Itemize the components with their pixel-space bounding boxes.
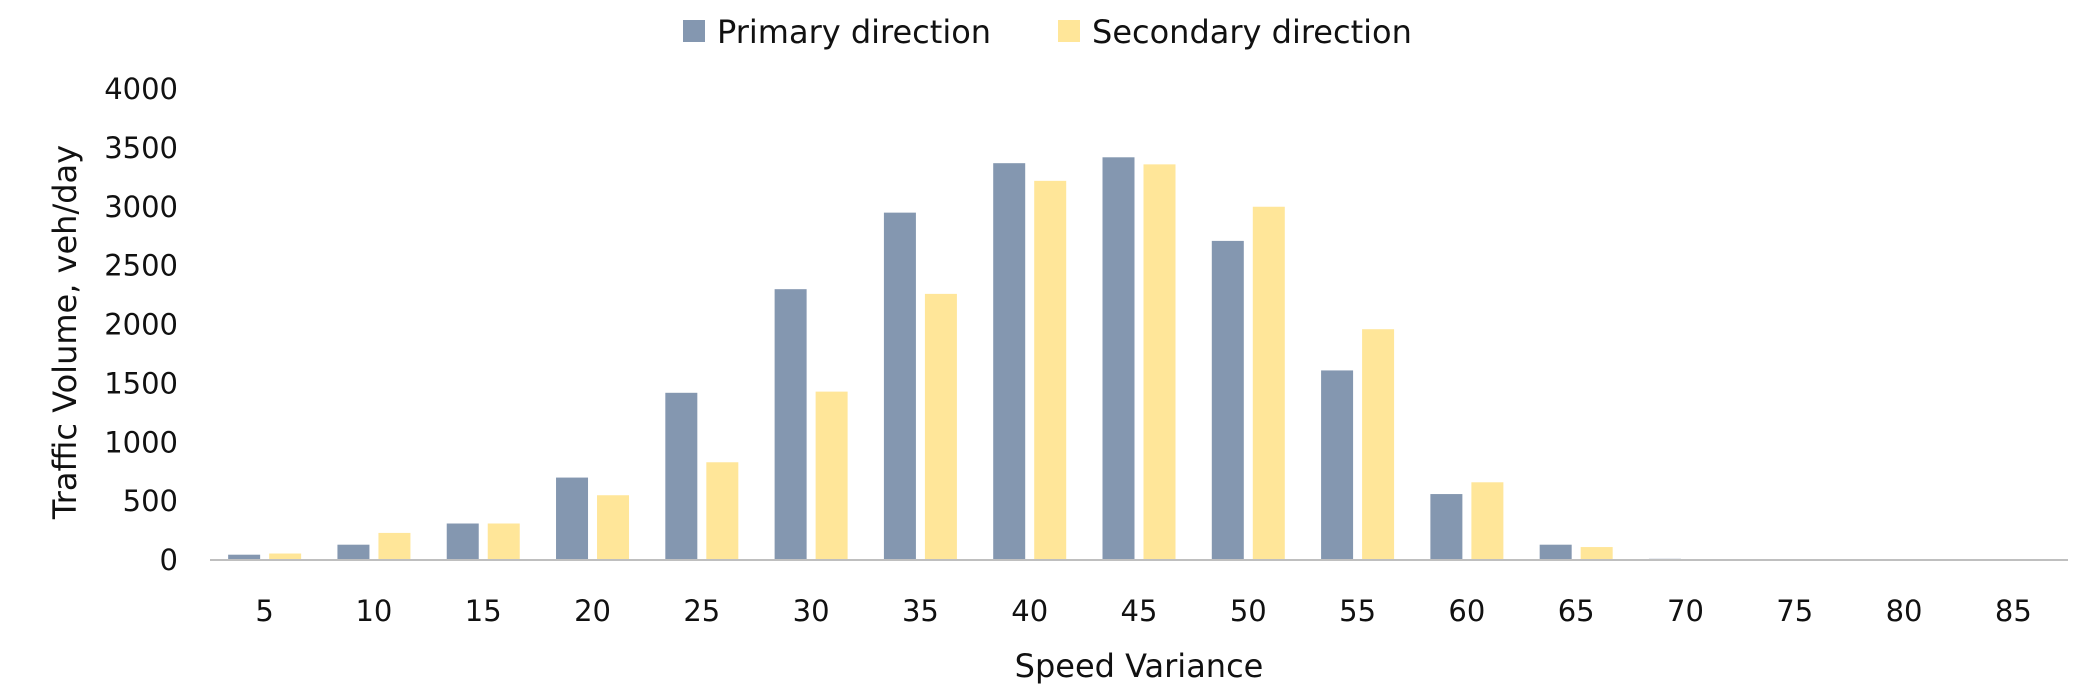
- bar-secondary: [1580, 547, 1613, 560]
- y-axis-title: Traffic Volume, veh/day: [46, 145, 84, 520]
- bar-secondary: [1252, 206, 1285, 560]
- x-tick-label: 70: [1667, 594, 1704, 628]
- bar-secondary: [269, 553, 302, 560]
- legend-label-primary: Primary direction: [717, 13, 991, 51]
- y-tick-label: 1000: [104, 425, 178, 459]
- bar-secondary: [1471, 482, 1504, 560]
- x-tick-label: 35: [902, 594, 939, 628]
- x-tick-label: 40: [1011, 594, 1048, 628]
- bar-secondary: [597, 495, 630, 560]
- x-tick-label: 85: [1995, 594, 2032, 628]
- bar-secondary: [924, 293, 957, 560]
- x-tick-label: 20: [574, 594, 611, 628]
- y-tick-label: 2500: [104, 249, 178, 283]
- legend-swatch-primary: [683, 20, 705, 42]
- legend-label-secondary: Secondary direction: [1092, 13, 1412, 51]
- x-tick-label: 60: [1448, 594, 1485, 628]
- bar-primary: [1211, 240, 1244, 560]
- bar-secondary: [378, 532, 411, 560]
- bar-primary: [1430, 494, 1463, 560]
- y-tick-label: 4000: [104, 72, 178, 106]
- bar-primary: [774, 289, 807, 560]
- bar-primary: [1102, 157, 1135, 561]
- bar-secondary: [815, 391, 848, 560]
- bar-primary: [993, 163, 1026, 560]
- legend: Primary direction Secondary direction: [683, 13, 1412, 51]
- bar-primary: [1539, 544, 1572, 560]
- x-tick-label: 80: [1886, 594, 1923, 628]
- x-tick-label: 45: [1121, 594, 1158, 628]
- bar-secondary: [1362, 329, 1395, 560]
- x-tick-label: 75: [1776, 594, 1813, 628]
- x-tick-label: 50: [1230, 594, 1267, 628]
- x-tick-label: 25: [683, 594, 720, 628]
- x-axis: 5 10 15 20 25 30 35 40 45 50 55 60 65 70 75 80 85: [255, 594, 2031, 628]
- x-tick-label: 65: [1558, 594, 1595, 628]
- y-tick-label: 0: [160, 543, 178, 577]
- y-tick-label: 3500: [104, 131, 178, 165]
- y-axis: 0 500 1000 1500 2000 2500 3000 3500 4000: [104, 72, 178, 577]
- y-tick-label: 3000: [104, 190, 178, 224]
- series-secondary-bars: [269, 164, 2050, 561]
- bar-primary: [337, 544, 370, 560]
- y-tick-label: 500: [123, 484, 178, 518]
- bar-primary: [556, 477, 589, 560]
- bar-secondary: [487, 523, 520, 560]
- series-primary-bars: [228, 157, 2009, 561]
- y-tick-label: 1500: [104, 366, 178, 400]
- x-tick-label: 15: [465, 594, 502, 628]
- bar-primary: [1321, 370, 1354, 560]
- x-axis-title: Speed Variance: [1015, 647, 1264, 685]
- bar-primary: [446, 523, 479, 560]
- x-tick-label: 55: [1339, 594, 1376, 628]
- bar-primary: [883, 212, 916, 560]
- y-tick-label: 2000: [104, 308, 178, 342]
- x-tick-label: 30: [793, 594, 830, 628]
- legend-swatch-secondary: [1058, 20, 1080, 42]
- bar-secondary: [706, 462, 739, 560]
- bar-secondary: [1034, 180, 1067, 560]
- bar-primary: [228, 554, 261, 560]
- x-tick-label: 10: [355, 594, 392, 628]
- bar-secondary: [1143, 164, 1176, 561]
- bar-primary: [665, 392, 698, 560]
- x-tick-label: 5: [255, 594, 273, 628]
